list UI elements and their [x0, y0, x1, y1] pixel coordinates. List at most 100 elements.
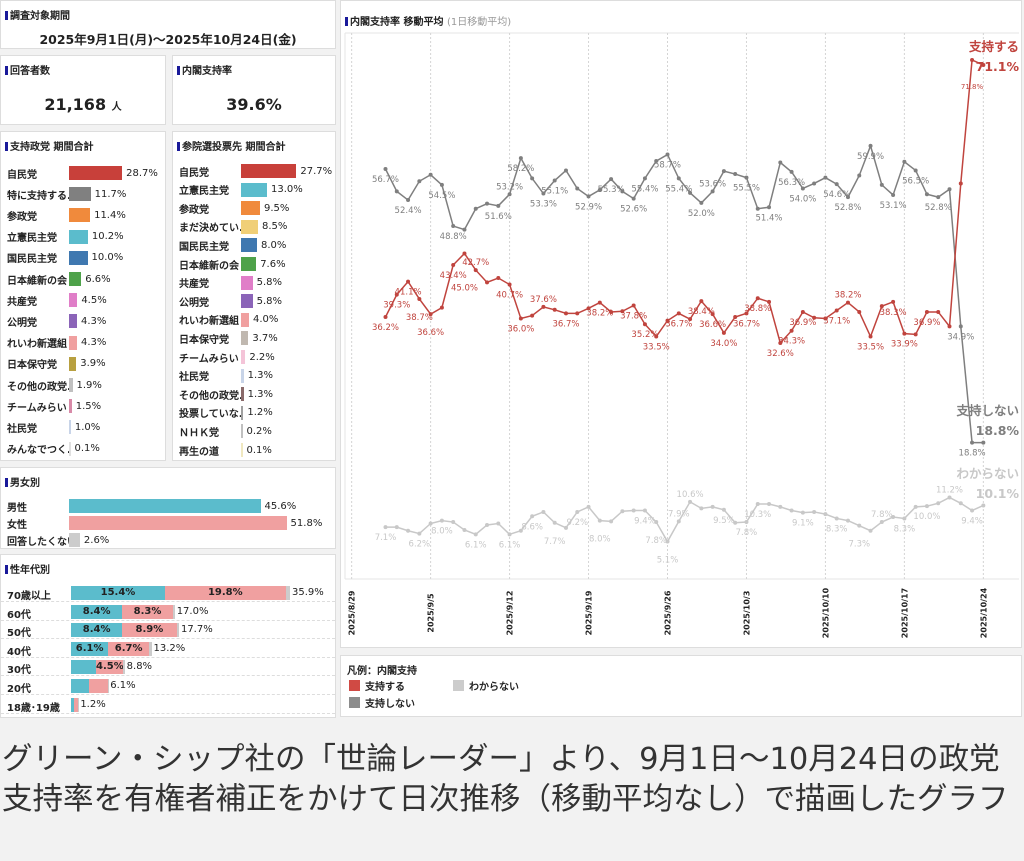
- data-label: 7.9%: [668, 509, 690, 519]
- x-tick-label: 2025/9/19: [585, 590, 594, 635]
- data-label: 7.3%: [848, 540, 870, 550]
- age-bar: 1.2%: [71, 697, 106, 712]
- data-point: [970, 440, 975, 445]
- data-point: [891, 515, 896, 520]
- age-segment: [71, 660, 96, 675]
- data-label: 36.7%: [552, 319, 579, 329]
- data-point: [913, 168, 918, 173]
- bar-label: 参政党: [7, 211, 37, 223]
- data-point: [620, 309, 625, 314]
- bar-value: 1.2%: [247, 407, 273, 419]
- data-point: [868, 528, 873, 533]
- data-label: 45.0%: [451, 283, 478, 293]
- data-point: [688, 317, 693, 322]
- bar-label: 日本維新の会: [179, 260, 239, 272]
- data-point: [451, 263, 456, 268]
- data-label: 8.0%: [431, 527, 453, 537]
- data-point: [473, 532, 478, 537]
- data-label: 32.6%: [767, 349, 794, 359]
- data-label: 36.0%: [507, 324, 534, 334]
- age-segment: [107, 679, 109, 693]
- age-segment: [77, 697, 79, 712]
- bar-label: 立憲民主党: [179, 186, 229, 198]
- data-label: 55.4%: [665, 184, 692, 194]
- age-segment: [285, 586, 290, 600]
- data-label: 36.2%: [372, 323, 399, 333]
- age-segment: [71, 679, 89, 693]
- data-label: 10.3%: [744, 510, 771, 520]
- data-point: [710, 189, 715, 194]
- data-label: 53.2%: [496, 182, 523, 192]
- legend-item-unknown: わからない: [453, 678, 519, 693]
- bar-label: 立憲民主党: [7, 233, 57, 245]
- data-point: [879, 304, 884, 309]
- approval-panel: 内閣支持率 39.6%: [172, 55, 336, 125]
- bar-value: 2.2%: [249, 351, 275, 363]
- bar-label: 国民民主党: [179, 241, 229, 253]
- age-segment: [149, 641, 152, 656]
- data-point: [721, 507, 726, 512]
- chart-title: 内閣支持率 移動平均: [350, 17, 444, 28]
- bar-row: れいわ新選組 4.3%: [7, 335, 106, 351]
- bar-row: ＮＨＫ党 0.2%: [179, 423, 272, 439]
- bar-value: 8.0%: [261, 239, 287, 251]
- data-point: [485, 280, 490, 285]
- bar-label: 日本維新の会: [7, 275, 67, 287]
- age-segment: [176, 623, 179, 638]
- data-point: [642, 322, 647, 327]
- data-label: 55.3%: [598, 185, 625, 195]
- age-bar: 8.4% 8.3% 17.0%: [71, 604, 208, 619]
- x-tick-label: 2025/9/5: [427, 593, 436, 633]
- age-label: 20代: [7, 684, 31, 695]
- bar-label: れいわ新選組: [7, 339, 67, 351]
- data-label: 54.5%: [428, 191, 455, 201]
- data-point: [936, 195, 941, 200]
- bar-label: 自民党: [7, 169, 37, 181]
- data-point: [710, 504, 715, 509]
- bar-value: 51.8%: [290, 517, 323, 529]
- period-value: 2025年9月1日(月)～2025年10月24日(金): [39, 32, 297, 47]
- bar-row: 男性 45.6%: [7, 498, 296, 514]
- data-point: [518, 156, 523, 161]
- series-end-name: わからない: [956, 466, 1019, 481]
- age-bar: 4.5% 8.8%: [71, 660, 152, 675]
- data-point: [857, 523, 862, 528]
- age-segment: 8.4%: [71, 623, 123, 638]
- data-label: 53.6%: [699, 179, 726, 189]
- bar-label: ＮＨＫ党: [179, 427, 219, 439]
- age-bar: 6.1%: [71, 679, 136, 693]
- data-label: 7.8%: [645, 536, 667, 546]
- bar-row: チームみらい 2.2%: [179, 349, 275, 365]
- data-point: [699, 299, 704, 304]
- data-point: [789, 169, 794, 174]
- data-label: 6.1%: [465, 540, 487, 550]
- data-point: [676, 176, 681, 181]
- bar-value: 4.5%: [81, 294, 107, 306]
- data-point: [383, 315, 388, 320]
- gender-panel: 男女別 男性 45.6% 女性 51.8% 回答したくない 2.6%: [0, 467, 336, 549]
- bar-row: 公明党 5.8%: [179, 293, 282, 309]
- legend-item-not-support: 支持しない: [349, 695, 415, 710]
- age-label: 30代: [7, 665, 31, 677]
- data-point: [462, 227, 467, 232]
- data-point: [744, 311, 749, 316]
- data-point: [721, 330, 726, 335]
- bar-label: 女性: [7, 519, 27, 531]
- data-point: [936, 309, 941, 314]
- data-label: 37.1%: [823, 317, 850, 327]
- data-point: [981, 503, 986, 508]
- data-point: [868, 143, 873, 148]
- vote-intent-title: 参院選投票先 期間合計: [177, 138, 285, 153]
- data-point: [936, 501, 941, 506]
- data-label: 55.5%: [733, 184, 760, 194]
- bar-row: 共産党 4.5%: [7, 292, 107, 308]
- bar-row: 参政党 9.5%: [179, 200, 289, 216]
- bar-label: 投票していな..: [179, 409, 241, 421]
- bar-value: 4.3%: [80, 337, 107, 349]
- data-point: [428, 521, 433, 526]
- data-point: [631, 196, 636, 201]
- data-point: [755, 296, 760, 301]
- bar-value: 6.6%: [85, 273, 111, 285]
- approval-value: 39.6%: [226, 95, 282, 114]
- bar: [69, 208, 91, 223]
